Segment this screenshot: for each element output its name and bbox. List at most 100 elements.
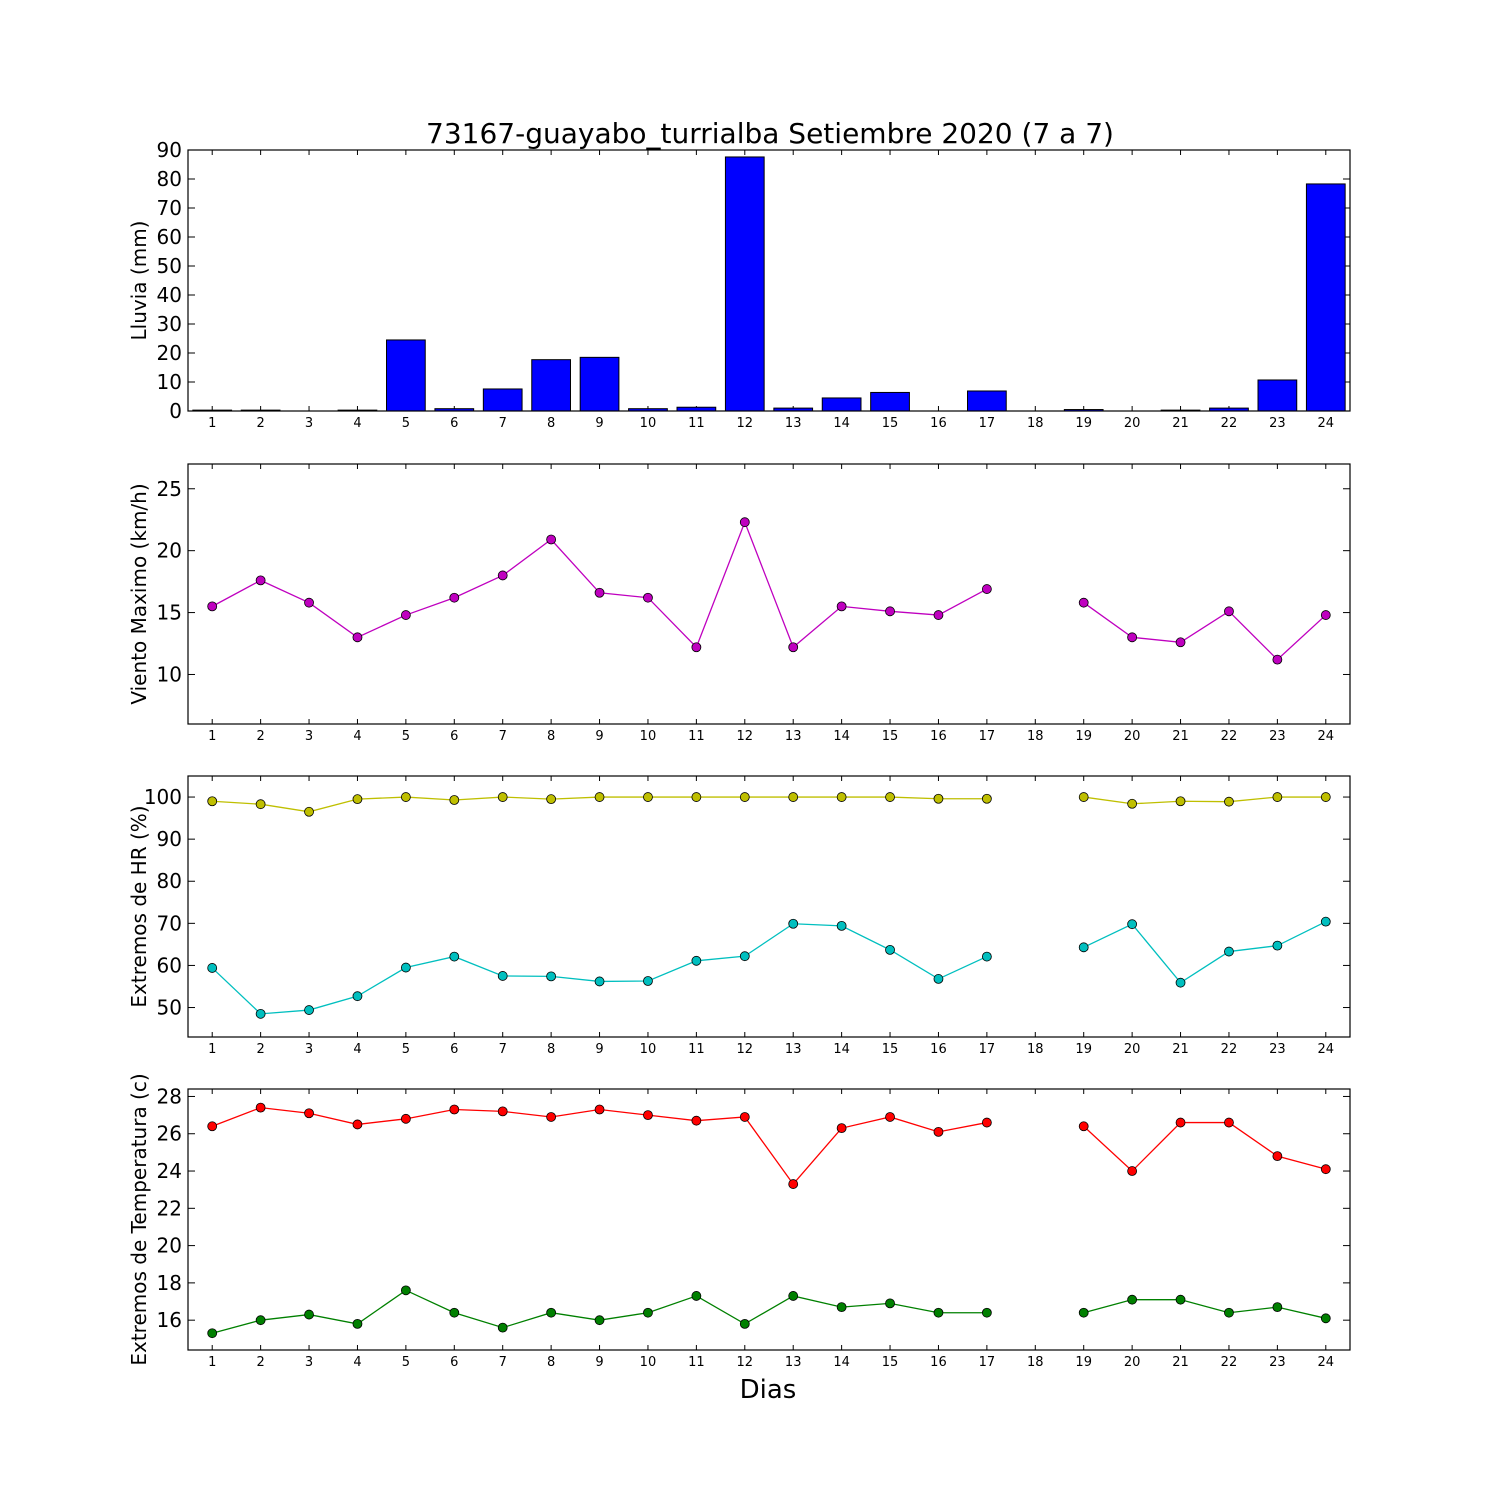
point-temperatura-1-day-13 [788, 1291, 799, 1301]
x-tick-label-lluvia: 7 [499, 416, 507, 431]
point-temperatura-1-day-19 [1078, 1307, 1089, 1318]
x-tick-label-temperatura: 22 [1221, 1355, 1238, 1370]
x-tick-label-viento: 24 [1318, 729, 1335, 744]
y-tick-label-lluvia: 50 [157, 254, 182, 278]
point-viento-0-day-7 [497, 570, 508, 581]
plot-frame-lluvia [187, 149, 1351, 412]
x-tick-label-temperatura: 1 [208, 1355, 216, 1370]
x-tick-label-viento: 14 [833, 729, 850, 744]
y-tick-label-hr: 90 [157, 827, 182, 851]
point-temperatura-1-day-11 [691, 1291, 702, 1301]
point-temperatura-0-day-12 [739, 1112, 750, 1122]
x-tick-label-temperatura: 14 [833, 1355, 850, 1370]
point-hr-0-day-16 [933, 793, 944, 804]
point-temperatura-1-day-8 [546, 1307, 557, 1318]
point-viento-0-day-20 [1127, 632, 1138, 643]
x-tick-label-viento: 21 [1172, 729, 1189, 744]
y-tick-label-lluvia: 70 [157, 196, 182, 220]
point-hr-1-day-23 [1272, 940, 1283, 951]
x-tick-label-temperatura: 5 [402, 1355, 410, 1370]
point-temperatura-1-day-22 [1224, 1307, 1234, 1318]
y-tick-label-viento: 10 [157, 662, 182, 686]
point-temperatura-0-day-19 [1078, 1121, 1089, 1132]
bar-day-5 [386, 339, 426, 412]
y-tick-label-viento: 15 [157, 601, 182, 625]
x-tick-label-temperatura: 23 [1269, 1355, 1286, 1370]
y-tick-label-lluvia: 90 [157, 138, 182, 162]
plot-frame-viento [187, 463, 1351, 725]
point-hr-0-day-15 [885, 792, 895, 802]
bar-day-12 [724, 156, 765, 412]
x-tick-label-hr: 14 [833, 1042, 850, 1057]
bar-day-15 [870, 391, 910, 412]
x-tick-label-lluvia: 10 [640, 416, 657, 431]
y-axis-label-temperatura: Extremos de Temperatura (c) [127, 1073, 151, 1365]
point-temperatura-0-day-8 [546, 1112, 557, 1122]
point-temperatura-0-day-15 [885, 1112, 895, 1122]
x-tick-label-viento: 16 [930, 729, 947, 744]
point-temperatura-0-day-22 [1224, 1117, 1234, 1128]
x-tick-label-temperatura: 18 [1027, 1355, 1044, 1370]
x-tick-label-hr: 9 [595, 1042, 603, 1057]
point-hr-1-day-11 [691, 955, 702, 966]
bar-day-17 [967, 390, 1007, 412]
x-tick-label-viento: 13 [785, 729, 802, 744]
y-tick-label-lluvia: 60 [157, 225, 182, 249]
x-tick-label-hr: 4 [353, 1042, 361, 1057]
x-tick-label-viento: 7 [499, 729, 507, 744]
point-temperatura-1-day-7 [497, 1322, 508, 1333]
point-temperatura-0-day-16 [933, 1126, 944, 1137]
point-temperatura-1-day-24 [1320, 1313, 1331, 1324]
point-hr-1-day-13 [788, 918, 799, 929]
x-axis-label: Dias [740, 1375, 797, 1405]
point-temperatura-1-day-23 [1272, 1302, 1283, 1313]
x-tick-label-temperatura: 10 [640, 1355, 657, 1370]
point-viento-0-day-17 [981, 584, 992, 594]
series-line-temperatura-1 [1083, 1299, 1326, 1319]
point-viento-0-day-11 [691, 642, 702, 653]
y-tick-label-lluvia: 30 [157, 312, 182, 336]
x-tick-label-temperatura: 24 [1318, 1355, 1335, 1370]
point-viento-0-day-4 [352, 632, 363, 643]
point-viento-0-day-23 [1272, 654, 1283, 665]
point-viento-0-day-14 [836, 601, 847, 612]
panel-temperatura: Extremos de Temperatura (c) 1618202224262… [127, 1073, 1351, 1370]
x-tick-label-temperatura: 17 [979, 1355, 996, 1370]
x-tick-label-viento: 11 [688, 729, 705, 744]
bar-day-23 [1257, 379, 1298, 412]
point-temperatura-1-day-15 [885, 1298, 895, 1309]
point-temperatura-1-day-2 [255, 1315, 266, 1326]
x-tick-label-hr: 2 [256, 1042, 264, 1057]
point-viento-0-day-5 [400, 610, 411, 620]
bar-day-9 [579, 356, 620, 412]
x-tick-label-lluvia: 13 [785, 416, 802, 431]
x-tick-label-lluvia: 16 [930, 416, 947, 431]
point-hr-0-day-14 [836, 792, 847, 802]
x-tick-label-viento: 23 [1269, 729, 1286, 744]
point-temperatura-1-day-21 [1175, 1294, 1186, 1305]
x-tick-label-lluvia: 4 [353, 416, 361, 431]
x-tick-label-lluvia: 22 [1221, 416, 1238, 431]
x-tick-label-lluvia: 11 [688, 416, 705, 431]
x-tick-label-hr: 15 [882, 1042, 899, 1057]
y-axis-label-hr: Extremos de HR (%) [127, 805, 151, 1007]
y-axis-label-viento: Viento Maximo (km/h) [127, 483, 151, 704]
point-hr-0-day-24 [1320, 792, 1331, 802]
point-viento-0-day-24 [1320, 610, 1331, 620]
point-temperatura-0-day-13 [788, 1179, 799, 1189]
x-tick-label-viento: 4 [353, 729, 361, 744]
x-tick-label-viento: 10 [640, 729, 657, 744]
x-tick-label-lluvia: 9 [595, 416, 603, 431]
point-hr-0-day-13 [788, 792, 799, 802]
x-tick-label-lluvia: 12 [737, 416, 754, 431]
point-viento-0-day-1 [207, 601, 218, 612]
x-tick-label-temperatura: 4 [353, 1355, 361, 1370]
point-hr-0-day-5 [400, 792, 411, 802]
point-hr-0-day-19 [1078, 792, 1089, 802]
point-temperatura-1-day-16 [933, 1307, 944, 1318]
point-hr-1-day-22 [1224, 946, 1234, 957]
point-temperatura-1-day-3 [304, 1309, 314, 1320]
point-temperatura-0-day-4 [352, 1119, 363, 1130]
x-tick-label-lluvia: 5 [402, 416, 410, 431]
